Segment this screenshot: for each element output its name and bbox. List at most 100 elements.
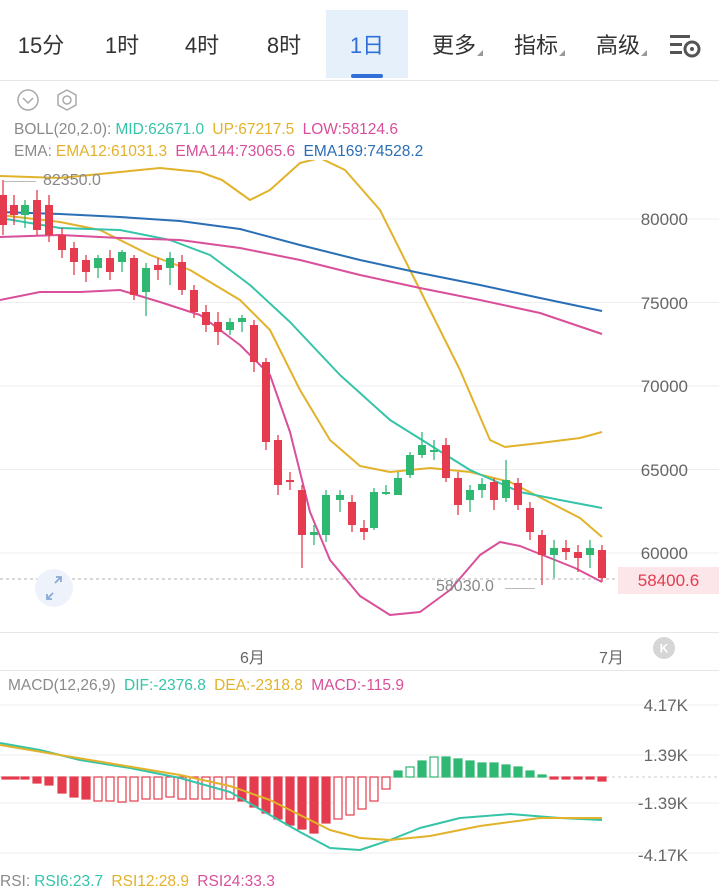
macd-axis-label: -4.17K xyxy=(637,846,688,865)
bullish-candle xyxy=(238,315,246,332)
candle-body xyxy=(298,490,306,535)
bearish-candle xyxy=(190,285,198,318)
boll-lower-line xyxy=(0,289,603,616)
candle-body xyxy=(190,290,198,312)
candle-body xyxy=(348,502,356,525)
ema144-value: EMA144:73065.6 xyxy=(175,143,296,160)
bearish-candle xyxy=(0,180,7,235)
macd-dea-line xyxy=(0,744,602,841)
price-axis-label: 65000 xyxy=(640,461,688,480)
current-price-tag: 58400.6 xyxy=(618,567,719,594)
candle-body xyxy=(336,495,344,500)
macd-negative-bar xyxy=(285,776,295,826)
boll-upper-line xyxy=(0,160,603,448)
candle-body xyxy=(490,482,498,500)
tab-advanced[interactable]: 高级 xyxy=(595,33,640,58)
bearish-candle xyxy=(274,435,282,495)
tab-8h[interactable]: 8时 xyxy=(266,33,302,58)
bullish-candle xyxy=(382,485,390,495)
macd-dif: DIF:-2376.8 xyxy=(124,677,206,694)
macd-negative-bar xyxy=(1,776,11,780)
macd-axis-label: 4.17K xyxy=(643,696,688,715)
macd-chart[interactable] xyxy=(0,695,719,870)
date-label-july: 7月 xyxy=(599,650,624,667)
tab-more[interactable]: 更多 xyxy=(431,33,476,58)
bearish-candle xyxy=(106,250,114,280)
macd-negative-bar xyxy=(57,776,67,794)
macd-negative-bar xyxy=(597,776,607,782)
bullish-candle xyxy=(166,252,174,285)
candle-body xyxy=(418,445,426,455)
macd-positive-bar xyxy=(465,760,475,778)
macd-negative-bar xyxy=(309,776,319,834)
active-tab-indicator xyxy=(351,74,383,78)
candle-body xyxy=(360,528,368,532)
candle-body xyxy=(478,484,486,490)
boll-up: UP:67217.5 xyxy=(212,121,295,138)
candle-body xyxy=(394,478,402,495)
price-axis-label: 60000 xyxy=(640,544,688,563)
bearish-candle xyxy=(45,195,53,242)
candle-body xyxy=(454,478,462,505)
gear-icon[interactable] xyxy=(55,88,79,112)
tab-15m[interactable]: 15分 xyxy=(17,33,65,58)
tab-indicators[interactable]: 指标 xyxy=(513,33,558,58)
bullish-candle xyxy=(586,540,594,568)
macd-negative-bar xyxy=(117,776,127,803)
candle-body xyxy=(586,548,594,555)
candlestick-chart[interactable] xyxy=(0,160,719,630)
macd-negative-bar xyxy=(153,776,163,800)
rsi24-value: RSI24:33.3 xyxy=(197,873,275,890)
bearish-candle xyxy=(82,255,90,282)
bullish-candle xyxy=(418,432,426,458)
tab-1h[interactable]: 1时 xyxy=(104,33,140,58)
macd-negative-bar xyxy=(32,776,42,784)
chart-divider xyxy=(0,632,719,633)
candle-body xyxy=(226,322,234,330)
macd-positive-bar xyxy=(441,756,451,778)
bearish-candle xyxy=(348,495,356,532)
macd-axis-label: -1.39K xyxy=(637,794,688,813)
macd-negative-bar xyxy=(381,776,391,790)
expand-arrows-icon[interactable] xyxy=(32,568,76,608)
bearish-candle xyxy=(526,502,534,540)
boll-legend: BOLL(20,2.0): MID:62671.0 UP:67217.5 LOW:… xyxy=(14,121,402,139)
macd-axis-label: 1.39K xyxy=(643,746,688,765)
back-k-icon[interactable]: K xyxy=(652,636,676,660)
bearish-candle xyxy=(286,472,294,490)
bullish-candle xyxy=(370,488,378,530)
candle-body xyxy=(514,483,522,505)
bearish-candle xyxy=(360,520,368,540)
candle-body xyxy=(94,258,102,268)
bearish-candle xyxy=(262,358,270,450)
rsi6-value: RSI6:23.7 xyxy=(34,873,104,890)
candle-body xyxy=(21,205,29,215)
ema-name: EMA: xyxy=(14,143,52,160)
candle-body xyxy=(442,445,450,478)
high-mark-line xyxy=(4,181,36,182)
bearish-candle xyxy=(10,195,18,225)
macd-positive-bar xyxy=(537,774,547,778)
collapse-icon[interactable] xyxy=(16,88,40,112)
boll-low: LOW:58124.6 xyxy=(302,121,398,138)
macd-negative-bar xyxy=(201,776,211,800)
tab-4h[interactable]: 4时 xyxy=(184,33,220,58)
rsi12-value: RSI12:28.9 xyxy=(111,873,189,890)
tab-1d[interactable]: 1日 xyxy=(326,10,408,78)
macd-divider xyxy=(0,670,719,671)
candle-body xyxy=(310,532,318,535)
bullish-candle xyxy=(478,478,486,498)
bullish-candle xyxy=(94,255,102,278)
candle-body xyxy=(550,548,558,555)
candle-body xyxy=(562,548,570,552)
boll-name: BOLL(20,2.0): xyxy=(14,121,112,138)
bearish-candle xyxy=(214,312,222,345)
chart-settings-icon[interactable] xyxy=(668,32,702,60)
candle-body xyxy=(574,552,582,558)
bearish-candle xyxy=(178,255,186,295)
ema144-line xyxy=(0,234,603,335)
macd-legend: MACD(12,26,9) DIF:-2376.8 DEA:-2318.8 MA… xyxy=(8,677,408,695)
candle-body xyxy=(130,258,138,295)
svg-text:K: K xyxy=(660,642,669,656)
macd-positive-bar xyxy=(429,756,439,778)
